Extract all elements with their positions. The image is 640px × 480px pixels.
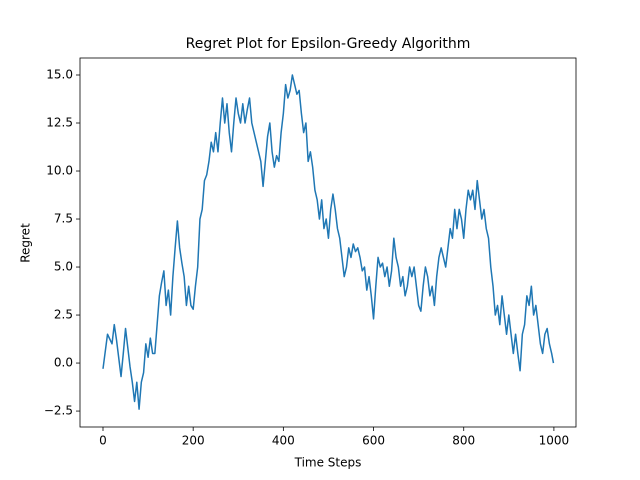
y-tick-label: 2.5 <box>54 308 73 322</box>
x-tick-label: 1000 <box>539 434 570 448</box>
y-tick-label: −2.5 <box>44 404 73 418</box>
x-tick-label: 600 <box>362 434 385 448</box>
plot-frame <box>79 57 577 428</box>
x-tick-label: 200 <box>182 434 205 448</box>
x-axis-label: Time Steps <box>294 456 362 470</box>
series-line <box>102 74 555 410</box>
y-tick-label: 10.0 <box>46 164 73 178</box>
x-tick-label: 800 <box>452 434 475 448</box>
x-tick-label: 0 <box>99 434 107 448</box>
y-tick-label: 0.0 <box>54 356 73 370</box>
y-tick-label: 5.0 <box>54 260 73 274</box>
y-tick-label: 7.5 <box>54 212 73 226</box>
chart-title: Regret Plot for Epsilon-Greedy Algorithm <box>186 36 471 52</box>
y-tick-label: 12.5 <box>46 116 73 130</box>
y-tick-label: 15.0 <box>46 67 73 81</box>
y-axis-label: Regret <box>19 223 33 263</box>
x-tick-label: 400 <box>272 434 295 448</box>
